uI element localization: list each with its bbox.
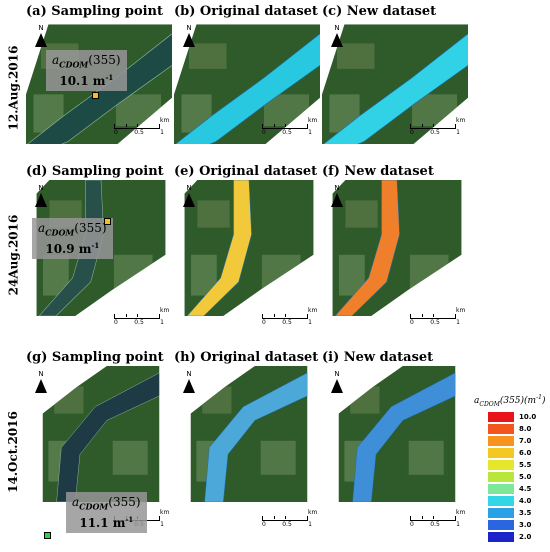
north-arrow-icon: N — [182, 24, 196, 47]
sampling-point-marker — [104, 218, 111, 225]
satellite-image — [174, 180, 320, 334]
legend-swatch — [488, 483, 514, 494]
legend-entry: 7.0 — [474, 435, 550, 447]
legend-swatch — [488, 495, 514, 506]
legend-swatch — [488, 459, 514, 470]
row-label-1: 12.Aug.2016 — [6, 45, 21, 131]
north-label: N — [334, 370, 340, 378]
panel-title: (e) Original dataset — [174, 164, 318, 179]
legend-label: 4.5 — [519, 484, 532, 493]
panel-title: (g) Sampling point — [26, 350, 164, 365]
legend: aCDOM(355)(m-1) 10.0 8.0 7.0 6.0 5.5 5.0… — [474, 394, 550, 543]
cdom-annotation: aCDOM(355) 11.1 m-1 — [66, 492, 147, 534]
legend-swatch — [488, 507, 514, 518]
legend-label: 3.5 — [519, 508, 532, 517]
legend-swatch — [488, 423, 514, 434]
legend-swatch — [488, 531, 514, 542]
panel-title: (a) Sampling point — [26, 4, 164, 19]
north-arrow-icon: N — [182, 370, 196, 393]
legend-label: 4.0 — [519, 496, 532, 505]
legend-entry: 3.5 — [474, 507, 550, 519]
satellite-image — [174, 366, 320, 536]
legend-swatch — [488, 471, 514, 482]
north-label: N — [38, 24, 44, 32]
panel-title: (f) New dataset — [322, 164, 434, 179]
satellite-image — [26, 366, 172, 536]
legend-label: 8.0 — [519, 424, 532, 433]
legend-entry: 2.0 — [474, 531, 550, 543]
row-label-2: 24Aug.2016 — [6, 214, 21, 296]
legend-label: 5.5 — [519, 460, 532, 469]
legend-entry: 4.5 — [474, 483, 550, 495]
north-arrow-icon: N — [330, 184, 344, 207]
legend-label: 6.0 — [519, 448, 532, 457]
north-label: N — [38, 184, 44, 192]
panel-title: (h) Original dataset — [174, 350, 319, 365]
legend-title: aCDOM(355)(m-1) — [474, 394, 546, 408]
legend-entry: 6.0 — [474, 447, 550, 459]
sampling-point-marker — [92, 92, 99, 99]
satellite-image — [174, 20, 320, 144]
sampling-point-marker — [44, 532, 51, 539]
cdom-annotation: aCDOM(355) 10.9 m-1 — [32, 218, 113, 260]
legend-label: 5.0 — [519, 472, 532, 481]
satellite-image — [322, 20, 468, 144]
legend-label: 2.0 — [519, 532, 532, 541]
panel-title: (i) New dataset — [322, 350, 434, 365]
panel-title: (b) Original dataset — [174, 4, 318, 19]
legend-label: 7.0 — [519, 436, 532, 445]
north-arrow-icon: N — [34, 370, 48, 393]
legend-swatch — [488, 447, 514, 458]
north-label: N — [334, 24, 340, 32]
legend-entry: 10.0 — [474, 411, 550, 423]
north-label: N — [186, 370, 192, 378]
legend-swatch — [488, 519, 514, 530]
satellite-image — [322, 366, 468, 536]
legend-entry: 5.0 — [474, 471, 550, 483]
north-label: N — [186, 24, 192, 32]
legend-swatch — [488, 435, 514, 446]
north-label: N — [38, 370, 44, 378]
north-arrow-icon: N — [34, 24, 48, 47]
legend-entry: 8.0 — [474, 423, 550, 435]
legend-label: 10.0 — [519, 412, 537, 421]
row-label-3: 14.Oct.2016 — [6, 411, 21, 493]
legend-entry: 4.0 — [474, 495, 550, 507]
north-label: N — [186, 184, 192, 192]
satellite-image — [322, 180, 468, 334]
north-label: N — [334, 184, 340, 192]
legend-entry: 5.5 — [474, 459, 550, 471]
cdom-annotation: aCDOM(355) 10.1 m-1 — [46, 50, 127, 92]
legend-label: 3.0 — [519, 520, 532, 529]
north-arrow-icon: N — [182, 184, 196, 207]
north-arrow-icon: N — [330, 370, 344, 393]
north-arrow-icon: N — [330, 24, 344, 47]
panel-title: (c) New dataset — [322, 4, 437, 19]
panel-title: (d) Sampling point — [26, 164, 164, 179]
legend-swatch — [488, 411, 514, 422]
legend-entry: 3.0 — [474, 519, 550, 531]
north-arrow-icon: N — [34, 184, 48, 207]
